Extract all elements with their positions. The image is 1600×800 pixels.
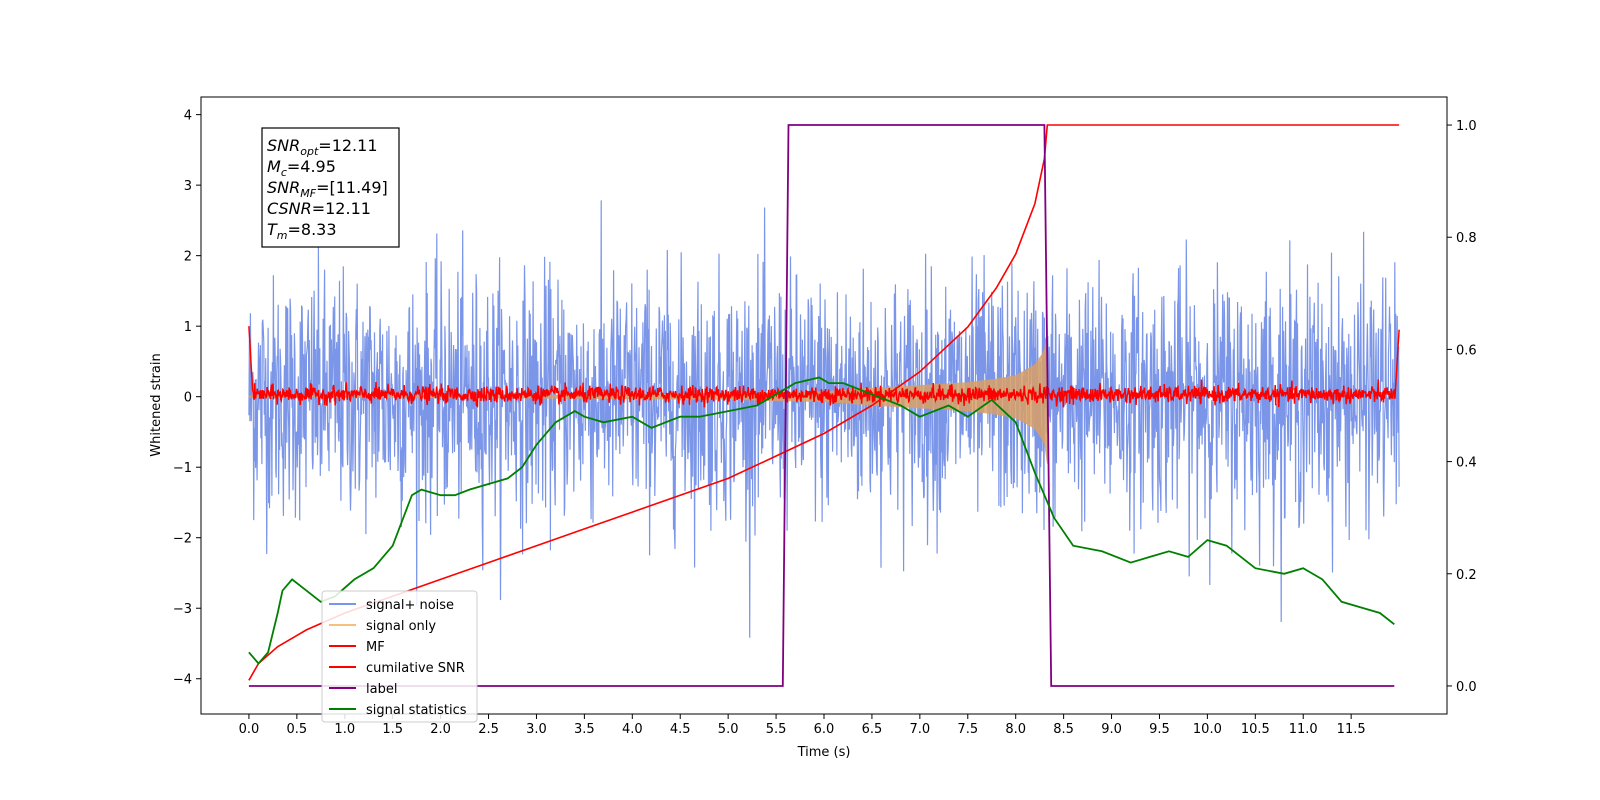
info-line-value: =8.33 <box>288 220 337 239</box>
y-tick-label: −1 <box>173 461 192 476</box>
info-line: CSNR=12.11 <box>267 199 371 218</box>
info-line-subscript: MF <box>300 187 316 200</box>
x-tick-label: 1.0 <box>334 722 355 737</box>
y2-tick-label: 0.4 <box>1456 456 1477 471</box>
y2-tick-label: 0.8 <box>1456 231 1477 246</box>
x-tick-label: 8.0 <box>1005 722 1026 737</box>
info-line-subscript: opt <box>300 145 319 158</box>
info-line-symbol: CSNR <box>267 199 312 218</box>
y2-tick-label: 0.2 <box>1456 568 1477 583</box>
info-line: Mc=4.95 <box>267 157 336 179</box>
x-tick-label: 10.0 <box>1193 722 1222 737</box>
info-line-subscript: c <box>281 166 287 179</box>
x-tick-label: 2.0 <box>430 722 451 737</box>
y-tick-label: −4 <box>173 673 192 688</box>
x-axis: 0.0 0.5 1.0 1.5 2.0 2.5 3.0 3.5 4.0 4.5 5.0 5.5 6.0 6… <box>239 714 1366 737</box>
x-tick-label: 0.0 <box>239 722 260 737</box>
y2-tick-label: 0.6 <box>1456 343 1477 358</box>
x-tick-label: 8.5 <box>1053 722 1074 737</box>
info-line: SNRMF=[11.49] <box>267 178 388 200</box>
x-tick-label: 4.0 <box>622 722 643 737</box>
y2-tick-label: 0.0 <box>1456 680 1477 695</box>
info-line-symbol: SNR <box>267 178 300 197</box>
x-tick-label: 6.5 <box>862 722 883 737</box>
legend-label: label <box>366 682 397 697</box>
info-line-symbol: SNR <box>267 136 300 155</box>
x-tick-label: 7.0 <box>910 722 931 737</box>
info-line-value: =4.95 <box>287 157 336 176</box>
y-axis-left: −4 −3 −2 −1 0 1 2 3 4 <box>173 109 201 688</box>
x-tick-label: 11.0 <box>1289 722 1318 737</box>
y2-tick-label: 1.0 <box>1456 119 1477 134</box>
x-tick-label: 0.5 <box>287 722 308 737</box>
legend-frame <box>321 590 478 723</box>
info-box-frame <box>261 127 400 248</box>
series-signal-statistics-line <box>248 376 1395 665</box>
x-tick-label: 5.5 <box>766 722 787 737</box>
info-line: SNRopt=12.11 <box>267 136 378 158</box>
y-axis-label: Whitened strain <box>149 353 164 456</box>
series-label-line <box>248 124 1395 687</box>
y-tick-label: 2 <box>184 250 192 265</box>
legend-label: signal only <box>366 619 436 634</box>
x-tick-label: 3.5 <box>574 722 595 737</box>
legend-label: MF <box>366 640 385 655</box>
info-line-value: =[11.49] <box>316 178 388 197</box>
y-axis-right: 0.0 0.2 0.4 0.6 0.8 1.0 <box>1447 119 1477 695</box>
y-tick-label: 3 <box>184 179 192 194</box>
info-line: Tm=8.33 <box>267 220 337 242</box>
x-tick-label: 2.5 <box>478 722 499 737</box>
y-tick-label: 1 <box>184 320 192 335</box>
y-tick-label: −2 <box>173 532 192 547</box>
x-tick-label: 11.5 <box>1337 722 1366 737</box>
legend-label: cumilative SNR <box>366 661 465 676</box>
y-tick-label: −3 <box>173 602 192 617</box>
x-tick-label: 1.5 <box>382 722 403 737</box>
legend: signal+ noise signal only MF cumilative SNR… <box>321 590 478 723</box>
legend-label: signal+ noise <box>366 598 454 613</box>
plot-area <box>248 124 1400 687</box>
info-line-value: =12.11 <box>312 199 371 218</box>
x-tick-label: 7.5 <box>957 722 978 737</box>
info-annotation-box: SNRopt=12.11Mc=4.95SNRMF=[11.49]CSNR=12.… <box>261 127 400 248</box>
x-tick-label: 6.0 <box>814 722 835 737</box>
info-line-subscript: m <box>277 229 288 242</box>
series-signal-noise-line <box>248 200 1400 638</box>
x-tick-label: 3.0 <box>526 722 547 737</box>
legend-label: signal statistics <box>366 703 467 718</box>
x-axis-label: Time (s) <box>797 745 851 760</box>
y-tick-label: 0 <box>184 391 192 406</box>
x-tick-label: 5.0 <box>718 722 739 737</box>
x-tick-label: 9.0 <box>1101 722 1122 737</box>
info-line-symbol: T <box>267 220 278 239</box>
info-line-symbol: M <box>267 157 281 176</box>
y-tick-label: 4 <box>184 109 192 124</box>
x-tick-label: 10.5 <box>1241 722 1270 737</box>
x-tick-label: 4.5 <box>670 722 691 737</box>
x-tick-label: 9.5 <box>1149 722 1170 737</box>
series-mf-line <box>248 326 1400 408</box>
info-line-value: =12.11 <box>318 136 377 155</box>
